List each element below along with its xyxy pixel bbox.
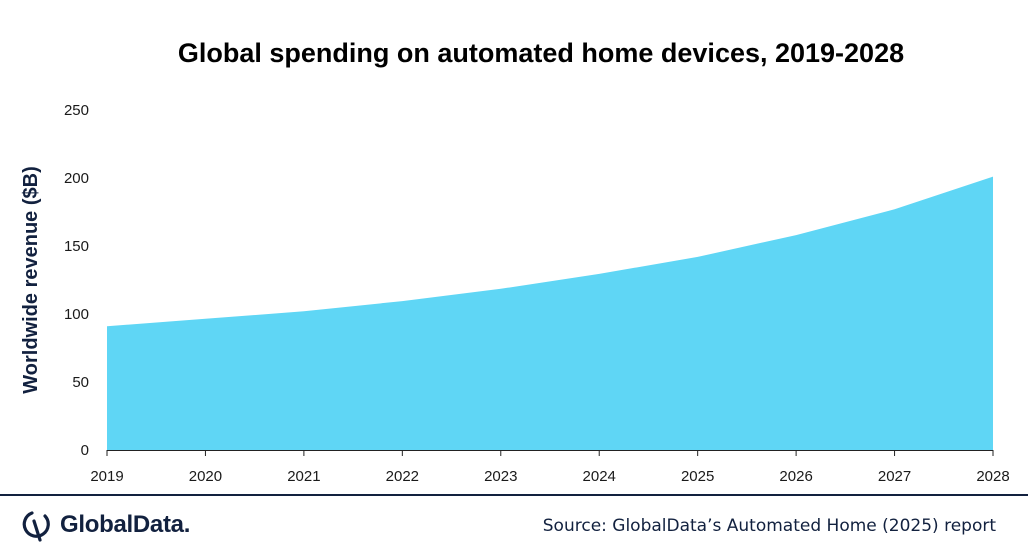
globaldata-logo[interactable]: GlobalData. (22, 508, 190, 542)
y-tick-label: 200 (64, 170, 89, 187)
y-axis-ticks: 0 50 100 150 200 250 (64, 102, 89, 459)
globaldata-logo-icon (22, 511, 50, 542)
y-tick-label: 100 (64, 306, 89, 323)
x-tick-label: 2022 (386, 468, 419, 485)
x-tick-label: 2020 (189, 468, 222, 485)
x-tick-label: 2019 (90, 468, 123, 485)
y-tick-label: 150 (64, 238, 89, 255)
area-series-layer (107, 176, 993, 450)
x-tick-label: 2028 (976, 468, 1009, 485)
footer-divider (0, 494, 1028, 496)
x-tick-label: 2025 (681, 468, 714, 485)
source-note: Source: GlobalData’s Automated Home (202… (542, 516, 996, 536)
y-tick-label: 250 (64, 102, 89, 119)
logo-text: GlobalData. (60, 511, 191, 538)
x-tick-label: 2024 (583, 468, 616, 485)
x-axis (106, 450, 994, 456)
x-tick-label: 2027 (878, 468, 911, 485)
chart-title: Global spending on automated home device… (177, 38, 905, 68)
x-tick-label: 2026 (779, 468, 812, 485)
x-tick-label: 2023 (484, 468, 517, 485)
y-axis-title: Worldwide revenue ($B) (20, 166, 42, 393)
y-tick-label: 0 (81, 442, 89, 459)
y-tick-label: 50 (72, 374, 89, 391)
x-tick-label: 2021 (287, 468, 320, 485)
area-chart: 0 50 100 150 200 250 2019 2020 2021 2022 2023 2024… (20, 102, 1010, 485)
x-axis-ticks: 2019 2020 2021 2022 2023 2024 2025 2026 2027 2028 (90, 468, 1009, 485)
area-series (107, 176, 993, 450)
